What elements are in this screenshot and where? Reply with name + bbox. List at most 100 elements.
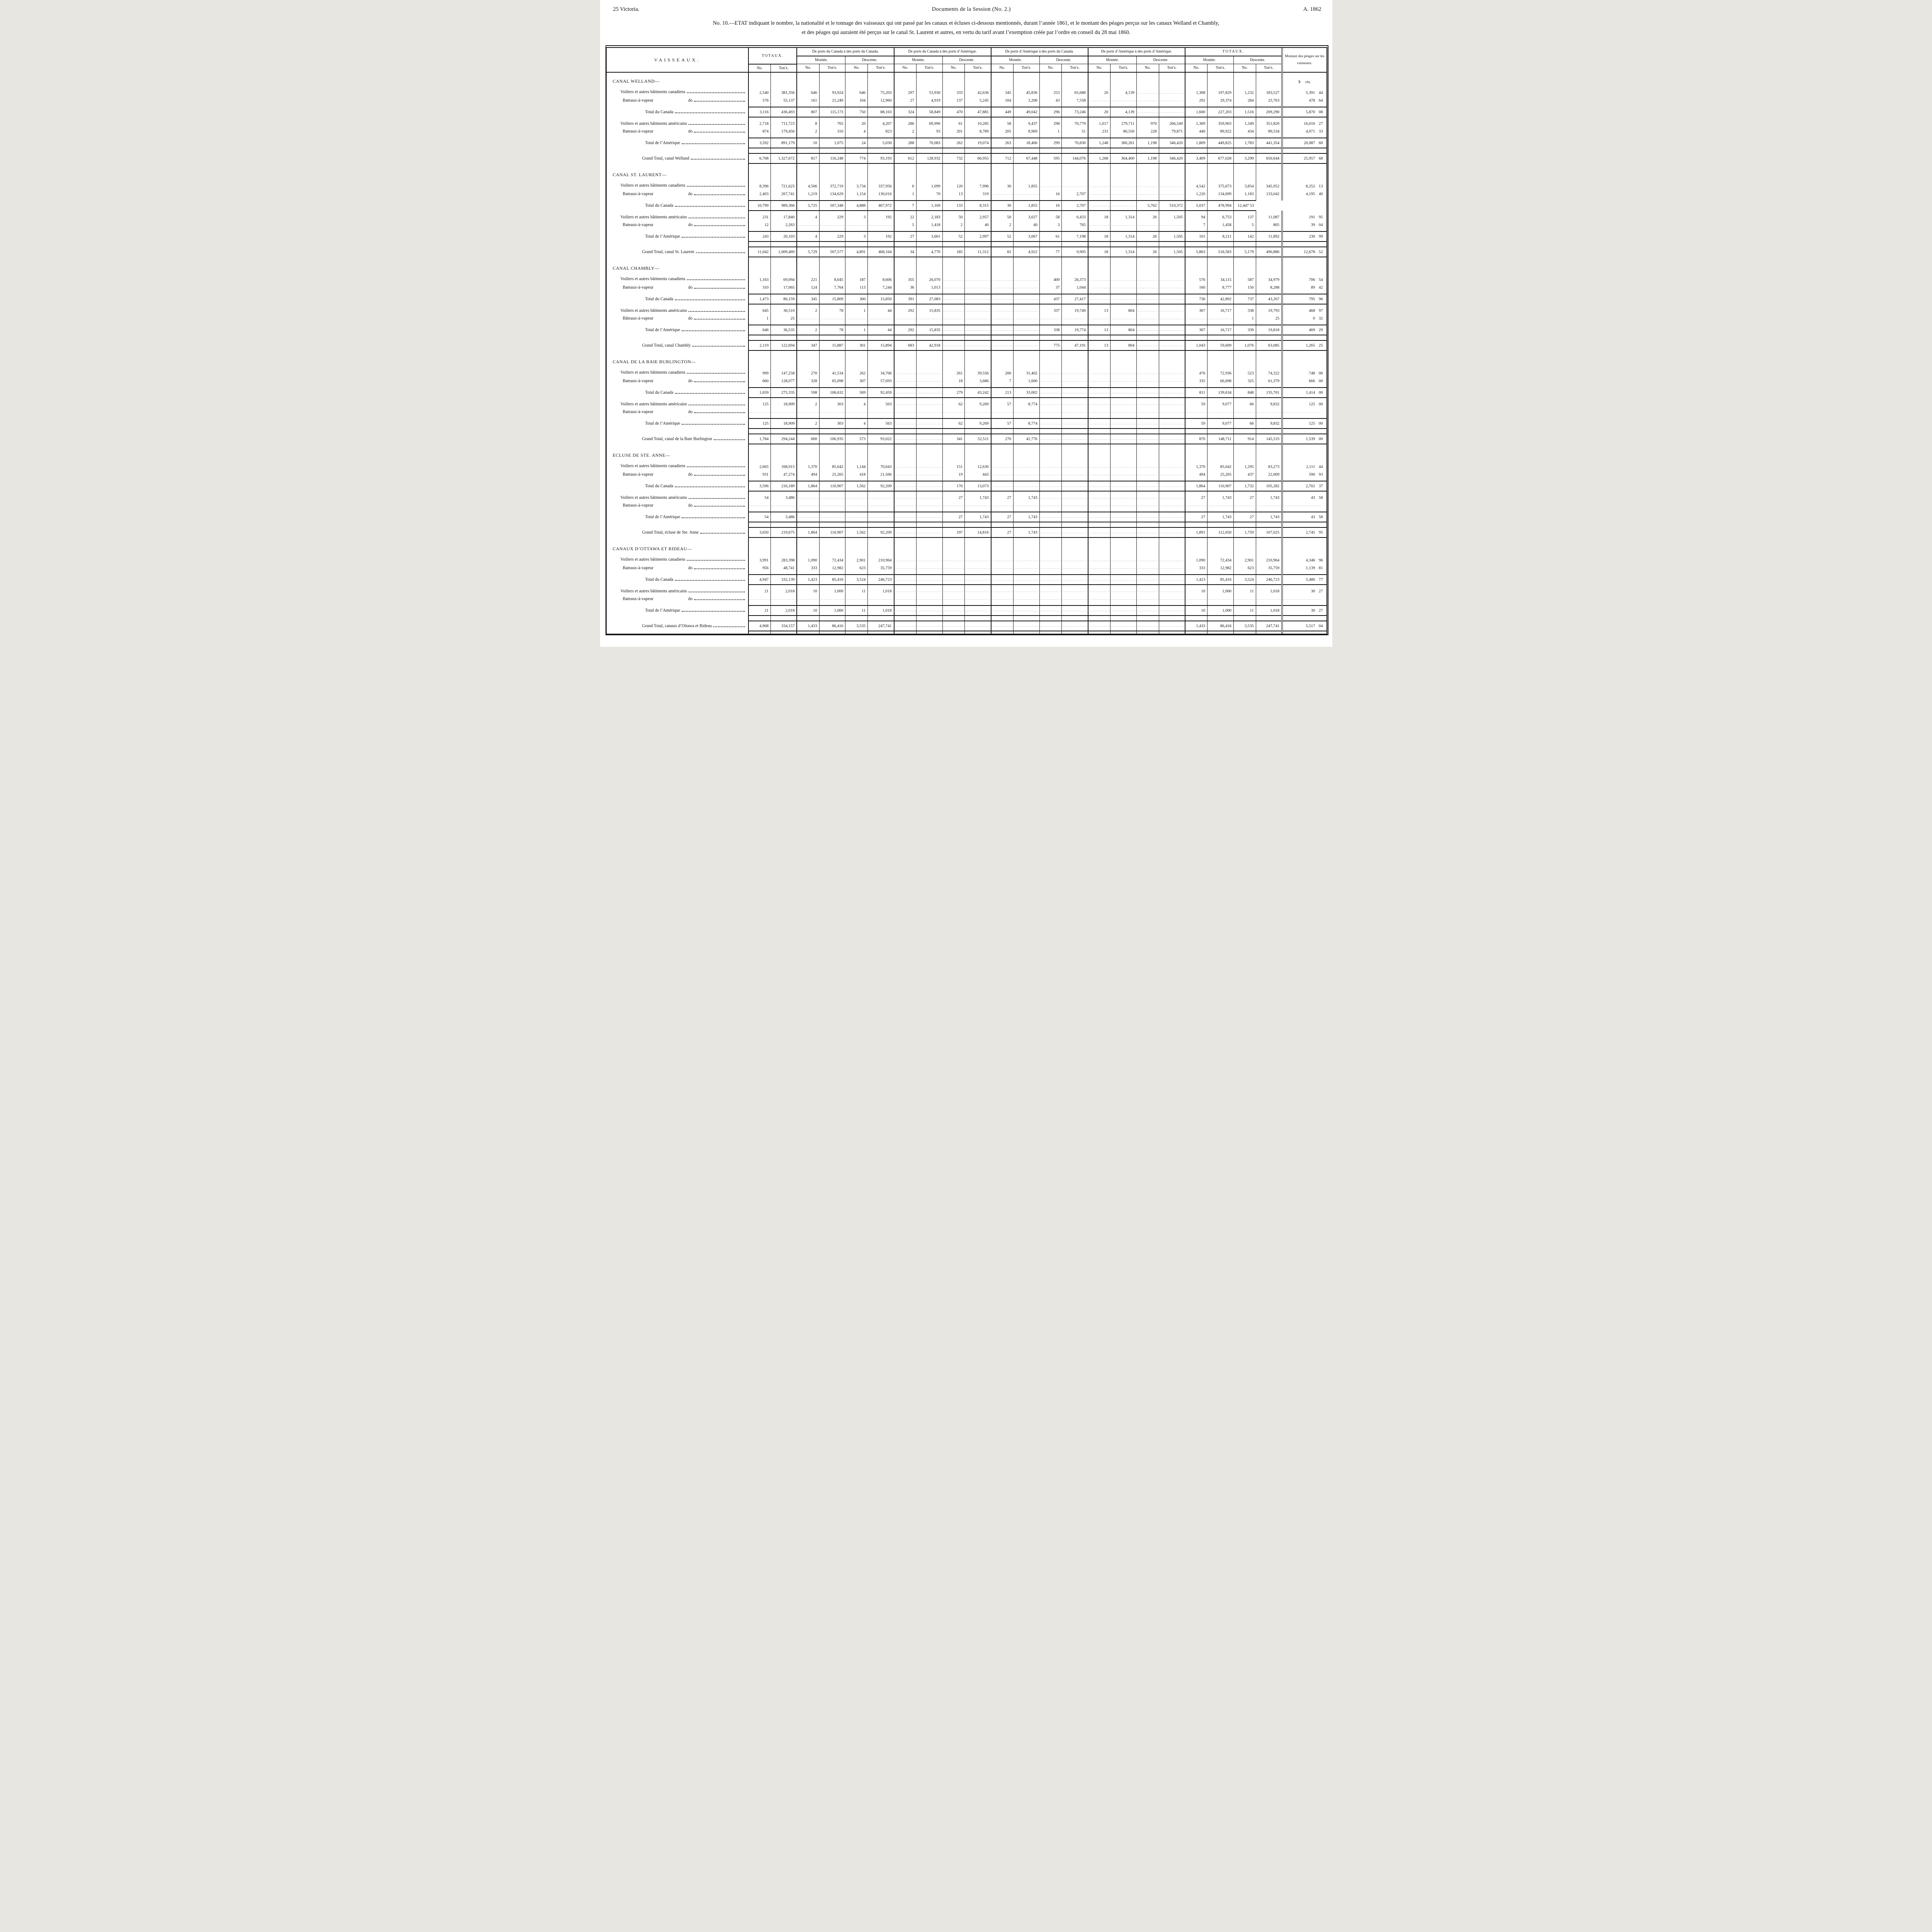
cell-value: 30 (990, 200, 1014, 211)
cell-value: 7,198 (1061, 231, 1088, 242)
cell-value: 148,711 (1207, 434, 1234, 444)
cell-value: 9,832 (1255, 418, 1282, 429)
cell-value: 45,836 (1013, 87, 1040, 97)
cell-value: 1,855 (1013, 181, 1040, 190)
dotted-leader (675, 112, 745, 113)
cell-value: 989,366 (770, 200, 797, 211)
cell-value: .............................. (1110, 97, 1137, 104)
cell-value: .............................. (1136, 400, 1159, 408)
cell-value: 42,636 (964, 87, 991, 97)
cell-value: 8,969 (1013, 128, 1040, 135)
row-label: Voiliers et autres bâtiments canadiens (607, 555, 748, 564)
cell-value: 57 (990, 418, 1014, 429)
cell-value: .............................. (1061, 621, 1088, 631)
cell-value: 3 (845, 231, 868, 242)
row-spacer (607, 148, 1327, 151)
cell-value: .............................. (1061, 461, 1088, 471)
cell-value: 9,832 (1255, 400, 1282, 408)
cell-value: 253 (1039, 87, 1062, 97)
row-spacer (607, 429, 1327, 431)
cell-value: .............................. (1158, 87, 1185, 97)
cell-value: .............................. (1087, 481, 1111, 492)
cell-value: 66 (1233, 418, 1256, 429)
cell-value: .............................. (1158, 502, 1185, 509)
table-row: Total du Canada 3,116 436,493 807 115,173 750… (607, 107, 1327, 117)
row-label: Voiliers et autres bâtiments américains (607, 307, 748, 315)
cell-value: .............................. (1087, 605, 1111, 616)
row-label: Total du Canada (607, 107, 748, 117)
dotted-leader (694, 194, 745, 195)
row-label: Bateaux-à-vapeur do (607, 284, 748, 291)
cell-value: 210,964 (867, 555, 894, 564)
cell-value: .............................. (1207, 408, 1234, 416)
cell-value: 55,137 (770, 97, 797, 104)
col-header-tonx: Ton'x. (1255, 64, 1282, 73)
cell-value: 2,901 (845, 555, 868, 564)
cell-value: 299 (1039, 138, 1062, 148)
cell-value: 3,535 (1233, 621, 1256, 631)
cell-value: .............................. (1158, 471, 1185, 478)
cell-value: .............................. (1061, 587, 1088, 595)
cell-value: 246,723 (1255, 574, 1282, 585)
cell-value: .............................. (1110, 181, 1137, 190)
cell-value: 563 (867, 418, 894, 429)
cell-value: .............................. (916, 461, 943, 471)
cell-value: .............................. (1136, 315, 1159, 322)
cell-value: 1,018 (1255, 587, 1282, 595)
cell-value: .............................. (845, 408, 868, 416)
cell-value: 187 (845, 274, 868, 284)
cell-value: .............................. (1087, 574, 1111, 585)
row-label: Total du Canada (607, 481, 748, 491)
dotted-leader (694, 475, 745, 476)
cell-value: 24 (845, 138, 868, 148)
cell-value: .............................. (942, 315, 965, 322)
cell-value: 335 (1184, 377, 1208, 385)
cell-value: 711,723 (770, 120, 797, 128)
cell-value: .............................. (1158, 527, 1185, 538)
cell-value: .............................. (893, 315, 917, 322)
cell-value: .............................. (964, 325, 991, 335)
cell-value: .............................. (1039, 434, 1062, 444)
cell-value: 2 (893, 128, 917, 135)
cell-value: .............................. (867, 221, 894, 229)
cell-value: 563 (867, 400, 894, 408)
col-header-totaux-right: TOTAUX. (1184, 48, 1282, 56)
cell-value: 1,018 (867, 587, 894, 595)
cell-value: 135,701 (1255, 387, 1282, 398)
row-label: Bâteaux-à-vapeur do (607, 315, 748, 322)
cell-value: .............................. (893, 461, 917, 471)
cell-value: 4 (845, 400, 868, 408)
cell-value: 284 (1233, 97, 1256, 104)
cell-value: .............................. (916, 512, 943, 522)
cell-value: .............................. (1039, 621, 1062, 631)
cell-value: 1 (1233, 315, 1256, 322)
cell-value: .............................. (964, 555, 991, 564)
cell-peages: 30 27 (1281, 587, 1327, 595)
cell-value: .............................. (893, 377, 917, 385)
cell-value: 61 (1039, 231, 1062, 242)
cell-value: .............................. (1087, 200, 1111, 211)
table-row: Total du Canada 1,473 86,159 345 15,809 300 15… (607, 294, 1327, 304)
cell-peages: 5,391 44 (1281, 87, 1327, 97)
cell-value: 2,403 (748, 190, 771, 198)
dotted-leader (682, 611, 745, 612)
cell-peages: 125 00 (1281, 400, 1327, 408)
cell-value: .............................. (1110, 555, 1137, 564)
cell-value: .............................. (1158, 387, 1185, 398)
row-label: Bateaux-à-vapeur do (607, 128, 748, 135)
cell-value: 72,434 (819, 555, 845, 564)
cell-value: 6 (893, 181, 917, 190)
cell-value: .............................. (964, 340, 991, 351)
cell-value: 612 (893, 153, 917, 164)
cell-value: 345,952 (1255, 181, 1282, 190)
cell-value: .............................. (1110, 377, 1137, 385)
cell-value: .............................. (916, 387, 943, 398)
cell-value: 1,314 (1110, 247, 1137, 257)
cell-value: .............................. (1061, 494, 1088, 502)
cell-value: .............................. (1158, 494, 1185, 502)
cell-value: 262 (845, 368, 868, 377)
cell-value: 339 (1233, 325, 1256, 335)
cell-value: 296 (1039, 107, 1062, 117)
cell-value: 468,164 (867, 247, 894, 257)
cell-value: 347 (796, 340, 820, 351)
